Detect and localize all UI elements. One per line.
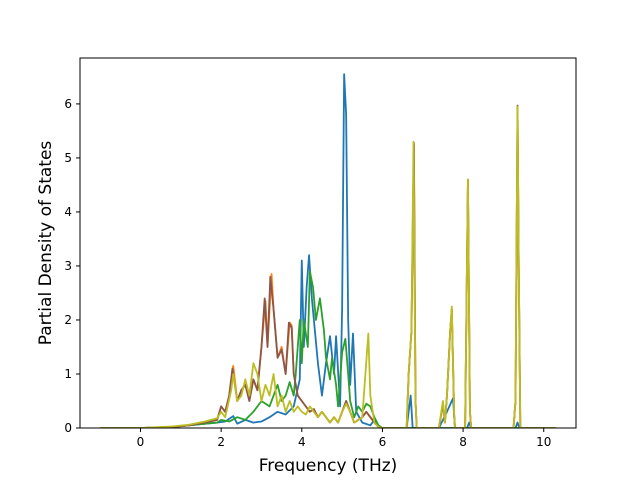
x-tick-label: 2 [217, 435, 225, 449]
y-tick-label: 5 [64, 151, 72, 165]
y-axis-title: Partial Density of States [36, 141, 56, 346]
y-tick-label: 6 [64, 97, 72, 111]
x-tick-label: 8 [459, 435, 467, 449]
x-tick-label: 6 [379, 435, 387, 449]
y-tick-label: 1 [64, 367, 72, 381]
x-tick-label: 10 [536, 435, 551, 449]
y-tick-label: 2 [64, 313, 72, 327]
x-axis-title: Frequency (THz) [259, 456, 398, 476]
y-tick-label: 3 [64, 259, 72, 273]
y-tick-label: 0 [64, 421, 72, 435]
x-tick-label: 4 [298, 435, 306, 449]
x-tick-label: 0 [137, 435, 145, 449]
y-tick-label: 4 [64, 205, 72, 219]
